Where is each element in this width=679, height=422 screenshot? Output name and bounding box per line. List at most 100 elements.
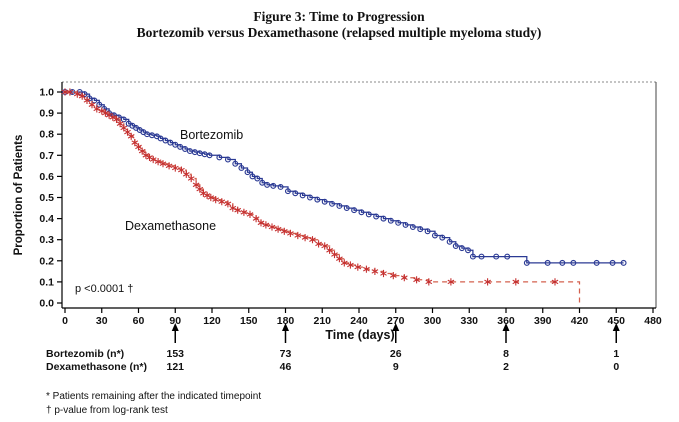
y-tick-label: 0.4 [39, 213, 54, 225]
censor-asterisk-marker [182, 170, 190, 178]
censor-circle-marker [343, 205, 350, 212]
censor-circle-marker [478, 253, 485, 260]
censor-circle-marker [544, 259, 551, 266]
risk-count: 46 [280, 361, 292, 373]
censor-asterisk-marker [380, 269, 387, 278]
censor-asterisk-marker [551, 278, 559, 286]
risk-count: 0 [613, 361, 619, 373]
risk-count: 26 [390, 348, 402, 360]
risk-count: 73 [280, 348, 292, 360]
y-tick-label: 0.8 [39, 129, 54, 141]
censor-circle-marker [249, 173, 256, 180]
risk-count: 153 [166, 348, 184, 360]
x-tick-label: 60 [133, 315, 145, 327]
y-tick-label: 0.1 [39, 276, 54, 288]
bortezomib-curve [65, 91, 624, 264]
censor-circle-marker [446, 238, 453, 245]
censor-circle-marker [439, 234, 446, 241]
censor-circle-marker [157, 135, 164, 142]
censor-asterisk-marker [187, 174, 195, 183]
censor-circle-marker [162, 137, 169, 144]
censor-circle-marker [387, 217, 394, 224]
censor-circle-marker [167, 139, 174, 146]
censor-asterisk-marker [413, 276, 420, 284]
censor-asterisk-marker [207, 193, 215, 202]
censor-circle-marker [620, 259, 627, 266]
censor-asterisk-marker [309, 236, 316, 244]
censor-circle-marker [336, 202, 343, 209]
censor-asterisk-marker [347, 261, 354, 269]
censor-asterisk-marker [262, 221, 270, 229]
timepoint-arrowhead [282, 323, 289, 331]
y-tick-label: 1.0 [39, 87, 54, 99]
censor-asterisk-marker [131, 139, 139, 147]
censor-asterisk-marker [294, 231, 302, 240]
censor-asterisk-marker [287, 229, 294, 237]
censor-asterisk-marker [178, 166, 185, 174]
censor-asterisk-marker [154, 158, 162, 166]
dexamethasone-markers [61, 88, 559, 286]
risk-row-label-bortezomib: Bortezomib (n*) [46, 348, 124, 360]
censor-circle-marker [206, 152, 213, 159]
censor-circle-marker [182, 145, 189, 152]
censor-circle-marker [224, 156, 231, 163]
censor-asterisk-marker [135, 143, 142, 151]
censor-circle-marker [120, 116, 127, 123]
y-axis-title: Proportion of Patients [13, 135, 25, 256]
censor-asterisk-marker [447, 278, 455, 286]
figure-title-line1: Figure 3: Time to Progression [253, 9, 425, 24]
censor-circle-marker [504, 253, 511, 260]
risk-row-label-dexamethasone: Dexamethasone (n*) [46, 361, 147, 373]
censor-circle-marker [321, 198, 328, 205]
y-tick-label: 0.5 [39, 192, 54, 204]
censor-circle-marker [593, 259, 600, 266]
x-tick-label: 120 [203, 315, 221, 327]
censor-asterisk-marker [363, 265, 370, 273]
y-tick-label: 0.7 [39, 150, 54, 162]
censor-circle-marker [244, 169, 251, 176]
censor-circle-marker [409, 224, 416, 231]
censor-asterisk-marker [280, 227, 288, 235]
bortezomib-curve-label: Bortezomib [180, 128, 243, 142]
km-curves [61, 88, 627, 303]
censor-asterisk-marker [120, 124, 128, 132]
censor-circle-marker [380, 215, 387, 222]
censor-asterisk-marker [252, 215, 260, 223]
censor-asterisk-marker [113, 115, 120, 124]
censor-circle-marker [254, 175, 261, 182]
risk-count: 2 [503, 361, 509, 373]
censor-asterisk-marker [389, 272, 397, 280]
censor-asterisk-marker [218, 198, 226, 206]
x-tick-label: 150 [240, 315, 258, 327]
x-tick-label: 30 [96, 315, 108, 327]
censor-circle-marker [277, 183, 284, 190]
censor-circle-marker [270, 182, 277, 189]
censor-asterisk-marker [336, 255, 343, 263]
censor-circle-marker [177, 143, 184, 150]
timepoint-arrowhead [502, 323, 510, 331]
x-tick-label: 330 [460, 315, 478, 327]
censor-circle-marker [570, 259, 577, 266]
censor-circle-marker [609, 259, 616, 266]
censor-circle-marker [329, 200, 336, 207]
censor-circle-marker [493, 253, 500, 260]
censor-asterisk-marker [400, 274, 408, 282]
censor-circle-marker [292, 190, 299, 197]
censor-asterisk-marker [354, 263, 362, 271]
censor-circle-marker [395, 219, 402, 226]
y-tick-label: 0.2 [39, 255, 54, 267]
x-tick-label: 300 [424, 315, 442, 327]
timepoint-arrowhead [392, 323, 400, 331]
risk-count: 121 [166, 361, 184, 373]
figure-title-line2: Bortezomib versus Dexamethasone (relapse… [137, 25, 542, 40]
censor-asterisk-marker [83, 96, 91, 105]
y-tick-label: 0.0 [39, 298, 54, 310]
censor-asterisk-marker [124, 128, 131, 136]
y-tick-label: 0.9 [39, 108, 54, 120]
footnote-log-rank: † p-value from log-rank test [46, 405, 168, 416]
censor-circle-marker [232, 160, 239, 167]
censor-asterisk-marker [246, 210, 254, 218]
risk-count: 8 [503, 348, 509, 360]
bortezomib-markers [62, 89, 627, 266]
x-tick-label: 180 [277, 315, 295, 327]
